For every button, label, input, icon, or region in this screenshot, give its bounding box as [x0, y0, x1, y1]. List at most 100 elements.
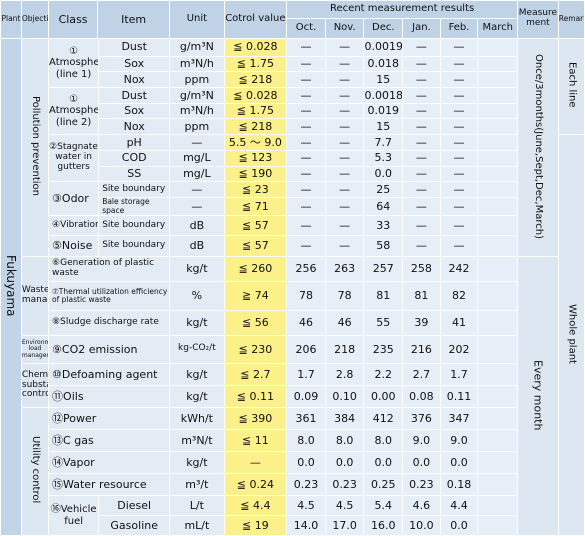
control-value: ≦ 56 [223, 309, 288, 336]
value: — [439, 181, 479, 198]
objective-utility: Utility control [20, 407, 50, 536]
value [477, 495, 519, 516]
label-cgas: ⑬C gas [48, 429, 171, 453]
value: 256 [286, 256, 326, 283]
label-vapor: ⑭Vapor [48, 451, 171, 475]
control-value: ≦ 57 [223, 235, 288, 258]
value: — [402, 165, 441, 183]
unit: ppm [169, 118, 225, 136]
unit: mg/L [169, 149, 225, 167]
control-value: ≦ 218 [223, 118, 288, 136]
value: 5.4 [363, 495, 404, 516]
label-thermal: ⑦Thermal utilization efficiency of plast… [48, 281, 171, 311]
value: — [286, 37, 326, 57]
item: Site boundary [98, 215, 171, 237]
value: — [286, 196, 326, 217]
value: 216 [402, 334, 441, 365]
value: 9.0 [439, 429, 479, 453]
control-value: ≦ 123 [223, 149, 288, 167]
value: 218 [324, 334, 365, 365]
value: 8.0 [324, 429, 365, 453]
value: — [439, 37, 479, 57]
header-plant: Plant [0, 0, 22, 39]
value: 15 [363, 71, 404, 88]
value: 46 [286, 309, 326, 336]
value: — [286, 149, 326, 167]
value: — [286, 102, 326, 120]
value: 81 [363, 281, 404, 311]
item: Nox [98, 118, 171, 136]
value [477, 118, 519, 136]
item: COD [98, 149, 171, 167]
value: — [324, 71, 365, 88]
unit: dB [169, 235, 225, 258]
control-value: ≦ 19 [223, 514, 288, 536]
control-value: ≦ 390 [223, 407, 288, 431]
header-month: March [477, 17, 519, 39]
unit: ppm [169, 71, 225, 88]
value: — [402, 134, 441, 151]
item: Nox [98, 71, 171, 88]
item: Dust [98, 37, 171, 57]
value: — [402, 71, 441, 88]
label-defoam: ⑩Defoaming agent [48, 363, 171, 387]
unit: kg/t [169, 256, 225, 283]
value: — [402, 118, 441, 136]
value: — [324, 181, 365, 198]
value: 2.2 [363, 363, 404, 387]
value: 376 [402, 407, 441, 431]
plant-name: Fukuyama [0, 37, 22, 536]
value [477, 281, 519, 311]
value: 0.0 [439, 514, 479, 536]
value: 0.0 [402, 451, 441, 475]
value [477, 385, 519, 409]
value [477, 309, 519, 336]
value: 361 [286, 407, 326, 431]
value: — [439, 86, 479, 104]
value: 10.0 [402, 514, 441, 536]
header-month: Nov. [324, 17, 365, 39]
value [477, 429, 519, 453]
unit: m³N/h [169, 102, 225, 120]
value: — [324, 134, 365, 151]
label-power: ⑫Power [48, 407, 171, 431]
control-value: ≦ 23 [223, 181, 288, 198]
value: 0.0 [363, 165, 404, 183]
value: — [439, 215, 479, 237]
header-objective: Objective [20, 0, 50, 39]
value: 25 [363, 181, 404, 198]
control-value: ≦ 190 [223, 165, 288, 183]
header-recent: Recent measurement results [286, 0, 519, 19]
header-unit: Unit [169, 0, 225, 39]
value: — [324, 55, 365, 73]
value: 0.08 [402, 385, 441, 409]
label-co2: ⑨CO2 emission [48, 334, 171, 365]
value [477, 196, 519, 217]
value [477, 102, 519, 120]
label-oils: ⑪Oils [48, 385, 171, 409]
label-water-resource: ⑮Water resource [48, 473, 171, 497]
value: 4.5 [324, 495, 365, 516]
value [477, 451, 519, 475]
unit: — [169, 134, 225, 151]
value: — [324, 235, 365, 258]
header-month: Feb. [439, 17, 479, 39]
value: 82 [439, 281, 479, 311]
value: 55 [363, 309, 404, 336]
value: 0.11 [439, 385, 479, 409]
objective-pollution: Pollution prevention [20, 37, 50, 258]
item: Gasoline [98, 514, 171, 536]
value: — [439, 118, 479, 136]
value: — [324, 102, 365, 120]
unit: kg/t [169, 363, 225, 387]
value: 347 [439, 407, 479, 431]
unit: L/t [169, 495, 225, 516]
value: 14.0 [286, 514, 326, 536]
value [477, 37, 519, 57]
value: 0.018 [363, 55, 404, 73]
value: — [402, 102, 441, 120]
value: — [402, 149, 441, 167]
value: — [402, 37, 441, 57]
control-value: ≦ 1.75 [223, 55, 288, 73]
item: Site boundary [98, 235, 171, 258]
